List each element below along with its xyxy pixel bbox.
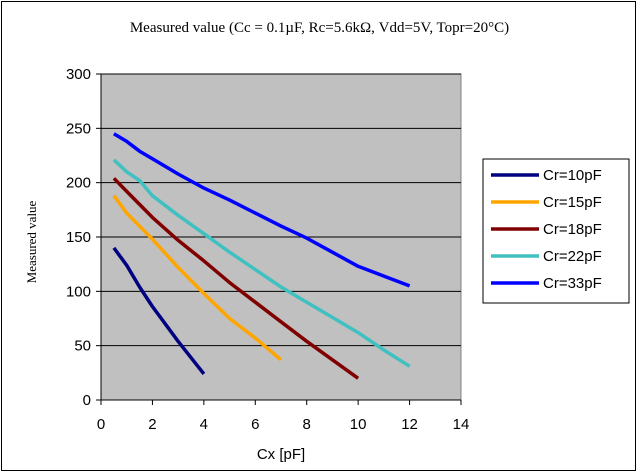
y-tick-label-100: 100 (66, 283, 91, 300)
x-tick-label-8: 8 (303, 416, 311, 433)
y-tick-label-150: 150 (66, 229, 91, 246)
axes (96, 73, 462, 405)
y-tick-label-0: 0 (83, 392, 91, 409)
series-line-2 (112, 194, 283, 362)
series-line-5 (113, 132, 411, 288)
series-line-4 (112, 158, 411, 368)
legend-entry-3: Cr=18pF (543, 221, 602, 238)
x-tick-labels: 0 2 4 6 8 10 12 14 (97, 416, 470, 433)
legend-entry-2: Cr=15pF (543, 194, 602, 211)
x-axis-label: Cx [pF] (257, 446, 305, 463)
series-lines (112, 132, 411, 380)
y-tick-labels: 0 50 100 150 200 250 300 (66, 66, 91, 409)
y-tick-label-200: 200 (66, 175, 91, 192)
x-tick-label-14: 14 (453, 416, 470, 433)
x-tick-label-0: 0 (97, 416, 105, 433)
y-tick-label-50: 50 (74, 338, 91, 355)
y-tick-label-300: 300 (66, 66, 91, 83)
series-line-3 (112, 177, 360, 380)
legend-box (482, 158, 630, 304)
chart-title: Measured value (Cc = 0.1µF, Rc=5.6kΩ, Vd… (129, 20, 510, 36)
legend-entry-4: Cr=22pF (543, 248, 602, 265)
x-tick-label-12: 12 (401, 416, 418, 433)
legend: Cr=10pF Cr=15pF Cr=18pF Cr=22pF Cr=33pF (482, 158, 630, 304)
x-tick-label-4: 4 (200, 416, 208, 433)
series-line-1 (112, 246, 206, 375)
legend-entry-5: Cr=33pF (543, 275, 602, 292)
x-tick-label-2: 2 (148, 416, 156, 433)
y-axis-label: Measured value (24, 200, 39, 283)
x-tick-label-10: 10 (350, 416, 367, 433)
x-tick-label-6: 6 (251, 416, 259, 433)
y-tick-label-250: 250 (66, 120, 91, 137)
legend-entry-1: Cr=10pF (543, 167, 602, 184)
